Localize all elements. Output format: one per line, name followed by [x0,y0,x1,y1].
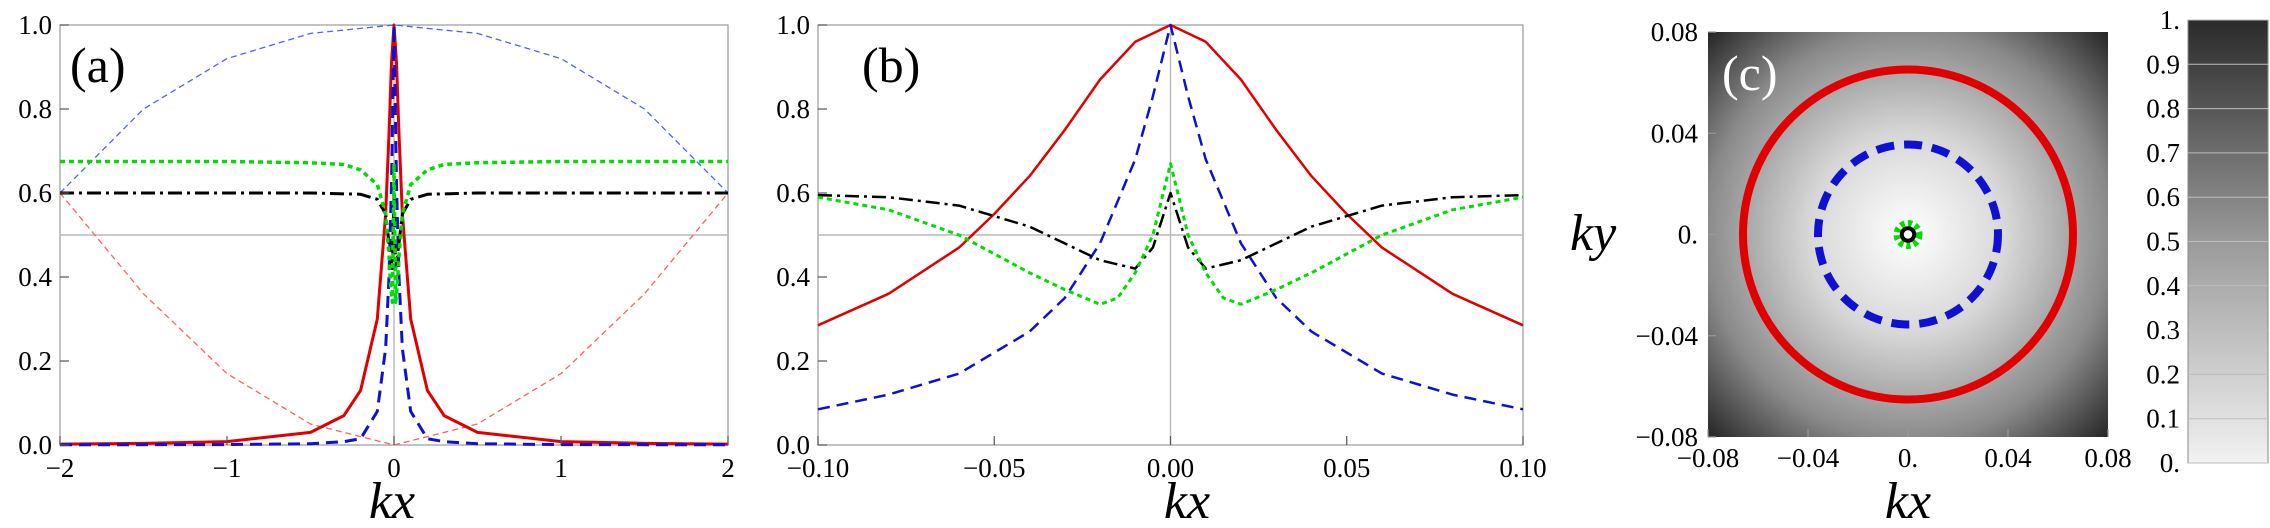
panel-b-y-tick-label: 0.2 [776,346,810,376]
panel-a-y-tick-label: 0.2 [18,346,52,376]
panel-b-series-line-2 [817,23,1524,411]
panel-c-y-ticks: −0.08 −0.04 0. 0.04 0.08 [1636,17,1716,452]
panel-a-y-tick-label: 1.0 [18,10,52,40]
panel-c-label: (c) [1722,45,1778,101]
panel-a-series-line-5 [59,24,729,194]
panel-a-x-tick-label: 0 [387,453,401,483]
panel-c-y-tick-label: −0.04 [1636,321,1699,351]
panel-a-y-ticks: 0.0 0.2 0.4 0.6 0.8 1.0 [18,10,69,460]
colorbar-tick-label: 0.9 [2146,49,2180,79]
panel-c-contour-4 [1899,226,1917,243]
colorbar-tick-label: 0.8 [2146,94,2180,124]
panel-a-x-ticks: −2 −1 0 1 2 [46,436,735,483]
heatmap [1708,32,2108,437]
panel-a-x-axis-label: kx [369,473,415,528]
panel-b-x-tick-label: −0.05 [963,453,1025,483]
panel-c-y-tick-label: −0.08 [1636,422,1698,452]
panel-c-x-ticks: −0.08 −0.04 0. 0.04 0.08 [1677,429,2132,473]
panel-a-series-line-3 [60,159,728,304]
panel-b-x-tick-label: 0.10 [1499,453,1546,483]
panel-b-x-axis-label: kx [1164,473,1210,528]
colorbar-tick-label: 0.5 [2146,227,2180,257]
panel-b-y-tick-label: 1.0 [776,10,810,40]
panel-b-y-tick-label: 0.8 [776,94,810,124]
panel-a-y-tick-label: 0.8 [18,94,52,124]
panel-c-x-tick-label: 0. [1898,443,1918,473]
panel-b-label: (b) [862,37,920,93]
panel-b-y-tick-label: 0.6 [776,178,810,208]
panel-a-x-tick-label: 2 [721,453,735,483]
panel-b-y-ticks: 0.0 0.2 0.4 0.6 0.8 1.0 [776,10,827,460]
panel-b-x-tick-label: −0.10 [787,453,849,483]
panel-a-x-tick-label: −2 [46,453,75,483]
colorbar-tick-label: 0.6 [2146,182,2180,212]
panel-b: −0.10 −0.05 0.00 0.05 0.10 0.0 0.2 0.4 0.6 0.8 1.… [776,10,1546,528]
colorbar-tick-label: 0.3 [2146,315,2180,345]
panel-c-x-tick-label: −0.04 [1777,443,1840,473]
colorbar-tick-label: 0.2 [2146,359,2180,389]
panel-c-contour-2 [1814,140,2002,329]
panel-b-x-tick-label: 0.05 [1323,453,1370,483]
panel-c-x-tick-label: 0.04 [1984,443,2032,473]
panel-c-contour-1 [1739,65,2077,404]
panel-c-contours [1739,65,2077,404]
panel-c-y-tick-label: 0. [1678,220,1698,250]
colorbar-tick-label: 0.1 [2146,404,2180,434]
panel-b-x-tick-label: 0.00 [1147,453,1194,483]
panel-a-y-tick-label: 0.6 [18,178,52,208]
colorbar-tick-label: 0. [2160,448,2180,478]
panel-c-contour-3 [1893,220,1923,249]
panel-c-y-tick-label: 0.08 [1651,17,1698,47]
panel-c-y-axis-label: ky [1570,205,1617,262]
panel-a: −2 −1 0 1 2 0.0 0.2 0.4 0.6 0.8 1.0 (a) kx [18,10,735,528]
panel-b-series [817,23,1524,411]
panel-b-series-line-3 [817,162,1524,306]
panel-b-x-ticks: −0.10 −0.05 0.00 0.05 0.10 [787,436,1547,483]
colorbar-tick-label: 0.4 [2146,271,2180,301]
panel-c-x-axis-label: kx [1885,473,1931,528]
panel-a-label: (a) [70,37,126,93]
panel-b-reference-lines [818,25,1523,445]
panel-c-x-tick-label: 0.08 [2084,443,2131,473]
panel-a-x-tick-label: 1 [554,453,568,483]
panel-a-x-tick-label: −1 [213,453,242,483]
panel-a-y-tick-label: 0.4 [18,262,52,292]
panel-c-x-tick-label: −0.08 [1677,443,1739,473]
colorbar-ticks: 0. 0.1 0.2 0.3 0.4 0.5 0.6 0.7 0.8 0.9 1. [2146,5,2268,478]
colorbar-tick-label: 1. [2160,5,2180,35]
panel-b-y-tick-label: 0.4 [776,262,810,292]
panel-c-y-tick-label: 0.04 [1651,118,1699,148]
panel-b-y-tick-label: 0.0 [776,430,810,460]
colorbar: 0. 0.1 0.2 0.3 0.4 0.5 0.6 0.7 0.8 0.9 1. [2146,5,2269,478]
panel-c: −0.08 −0.04 0. 0.04 0.08 −0.08 −0.04 0. 0.04 0.0… [1570,17,2132,528]
panel-a-series-line-1 [59,23,729,446]
colorbar-tick-label: 0.7 [2146,138,2180,168]
panel-b-series-line-4 [817,191,1524,270]
panel-a-y-tick-label: 0.0 [18,430,52,460]
